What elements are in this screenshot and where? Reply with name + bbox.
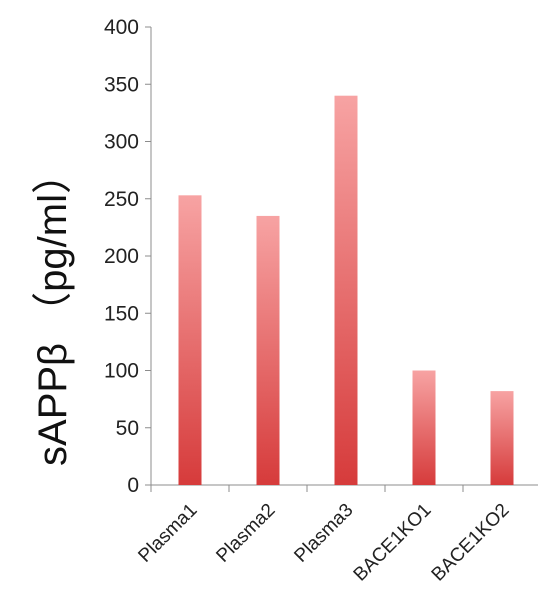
y-axis: 0 50 100 150 200 250 300 350 400 [104,16,152,497]
y-tick-label: 300 [104,131,139,154]
y-axis-title: sAPPβ （pg/ml） [31,154,75,466]
category-label: Plasma3 [290,500,357,567]
y-tick-label: 250 [104,188,139,211]
y-tick-label: 200 [104,245,139,268]
bar-bace1ko2 [490,391,514,485]
y-tick-label: 400 [104,16,139,39]
category-label: BACE1KO1 [350,500,436,586]
bars [178,95,514,486]
bar-bace1ko1 [412,370,436,485]
category-label: BACE1KO2 [428,500,514,586]
y-tick-label: 350 [104,73,139,96]
category-label: Plasma2 [212,500,279,567]
category-label: Plasma1 [134,500,201,567]
y-tick-label: 100 [104,360,139,383]
y-tick-label: 0 [127,474,139,497]
bar-plasma3 [334,95,358,485]
bar-plasma2 [256,215,280,486]
x-axis [150,484,538,492]
y-tick-label: 50 [116,417,139,440]
y-tick-label: 150 [104,302,139,325]
bar-plasma1 [178,195,202,485]
